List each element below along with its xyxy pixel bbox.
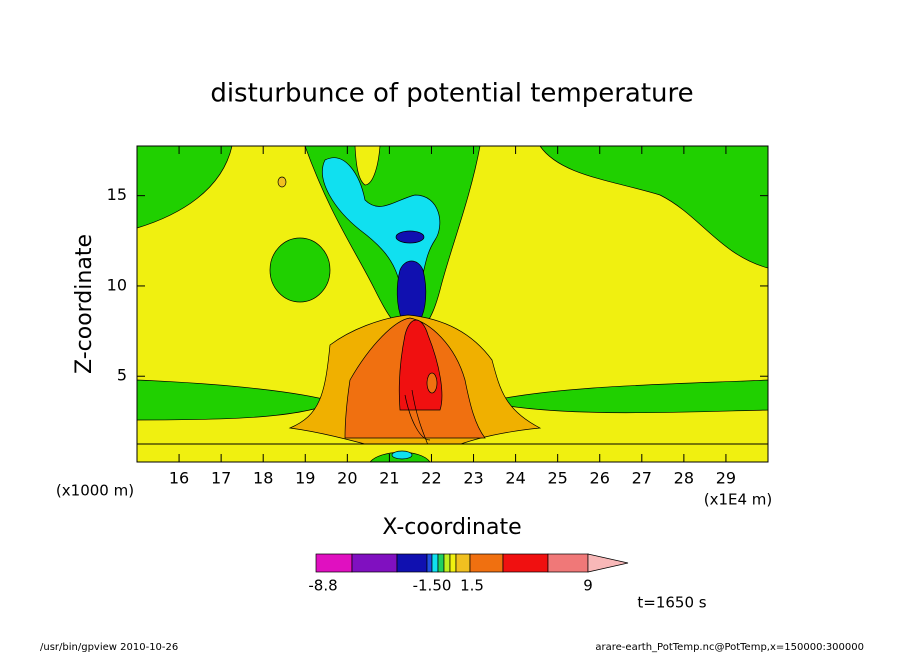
colorbar-segment [502, 553, 549, 573]
colorbar-label: 1.5 [460, 577, 484, 595]
x-tick-label: 23 [463, 469, 483, 488]
colorbar-label: -1.50 [413, 577, 452, 595]
x-tick-label: 25 [547, 469, 567, 488]
chart-title: disturbunce of potential temperature [210, 79, 693, 109]
x-tick-label: 21 [379, 469, 399, 488]
x-tick-label: 20 [337, 469, 357, 488]
y-tick-label: 5 [117, 366, 127, 385]
colorbar-segment [449, 553, 457, 573]
x-tick-label: 29 [716, 469, 736, 488]
colorbar-segment [455, 553, 471, 573]
colorbar-extension [587, 553, 629, 573]
colorbar-label: -8.8 [308, 577, 337, 595]
x-unit: (x1E4 m) [704, 491, 773, 509]
x-tick-label: 17 [211, 469, 231, 488]
colorbar-segment [396, 553, 428, 573]
x-tick-label: 22 [421, 469, 441, 488]
contour-field [136, 145, 769, 463]
colorbar-segment [547, 553, 589, 573]
colorbar-segment [315, 553, 353, 573]
x-tick-label: 27 [632, 469, 652, 488]
y-tick-label: 10 [107, 275, 127, 294]
colorbar-segment [351, 553, 398, 573]
colorbar-segment [437, 553, 445, 573]
y-unit: (x1000 m) [56, 482, 134, 500]
x-tick-label: 26 [590, 469, 610, 488]
colorbar-segment [426, 553, 433, 573]
colorbar-segment [443, 553, 451, 573]
colorbar-segment [469, 553, 504, 573]
x-tick-label: 28 [674, 469, 694, 488]
footer-right: arare-earth_PotTemp.nc@PotTemp,x=150000:… [595, 642, 864, 653]
y-tick-label: 15 [107, 185, 127, 204]
x-tick-label: 16 [169, 469, 189, 488]
x-tick-label: 19 [295, 469, 315, 488]
colorbar-label: 9 [583, 577, 593, 595]
footer-left: /usr/bin/gpview 2010-10-26 [40, 642, 178, 653]
colorbar-segment [431, 553, 439, 573]
y-axis-label: Z-coordinate [72, 234, 97, 374]
x-tick-label: 18 [253, 469, 273, 488]
plot-frame [136, 145, 769, 463]
annotation: t=1650 s [637, 594, 706, 612]
x-tick-label: 24 [505, 469, 525, 488]
x-axis-label: X-coordinate [382, 515, 521, 540]
